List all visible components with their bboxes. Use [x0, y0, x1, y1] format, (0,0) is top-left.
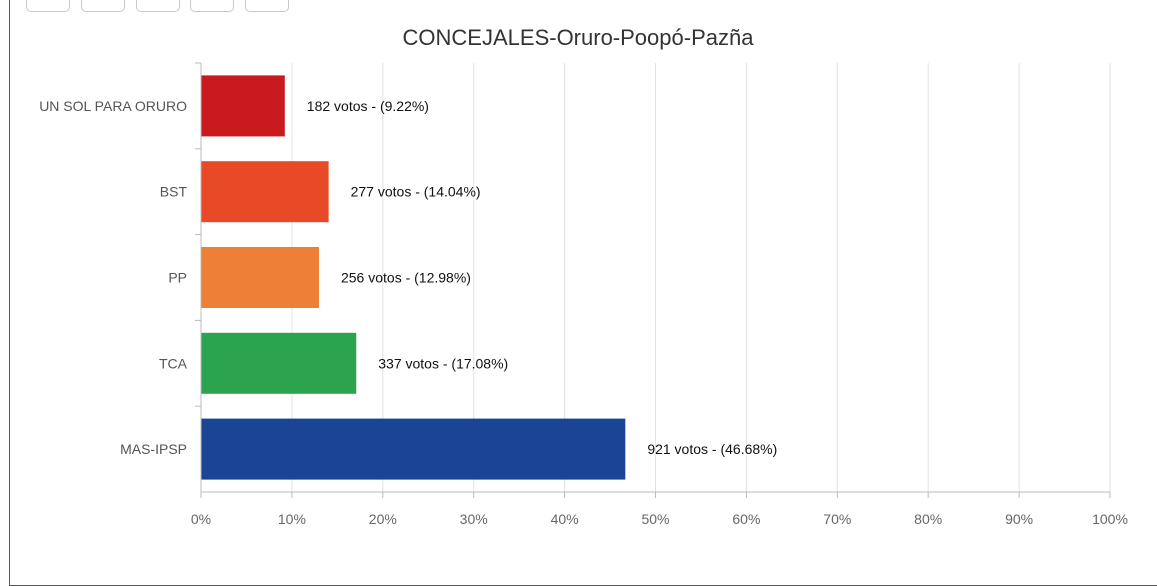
- x-tick-label: 90%: [1005, 511, 1033, 527]
- bars-group: [201, 75, 626, 480]
- data-label: 277 votos - (14.04%): [351, 184, 481, 200]
- x-tick-label: 0%: [191, 511, 211, 527]
- category-label: TCA: [159, 355, 188, 371]
- chart-title: CONCEJALES-Oruro-Poopó-Pazña: [403, 25, 755, 50]
- category-labels: UN SOL PARA ORURO BST PP TCA MAS-IPSP: [39, 98, 187, 457]
- data-label: 256 votos - (12.98%): [341, 270, 471, 286]
- tool-button-2[interactable]: [81, 0, 125, 12]
- x-tick-label: 30%: [460, 511, 488, 527]
- x-tick-label: 100%: [1092, 511, 1128, 527]
- bar-tca[interactable]: [201, 332, 357, 394]
- tool-button-1[interactable]: [26, 0, 70, 12]
- category-label: PP: [168, 270, 187, 286]
- bar-un-sol-para-oruro[interactable]: [201, 75, 285, 137]
- x-tick-label: 80%: [914, 511, 942, 527]
- bar-chart: CONCEJALES-Oruro-Poopó-Pazña UN SOL PARA…: [39, 25, 1128, 527]
- x-tick-label: 60%: [732, 511, 760, 527]
- data-label: 921 votos - (46.68%): [647, 441, 777, 457]
- tool-button-5[interactable]: [245, 0, 289, 12]
- x-tick-label: 10%: [278, 511, 306, 527]
- bar-pp[interactable]: [201, 247, 319, 308]
- tool-button-4[interactable]: [190, 0, 234, 12]
- x-tick-label: 20%: [369, 511, 397, 527]
- data-labels: 182 votos - (9.22%) 277 votos - (14.04%) 2…: [307, 98, 777, 457]
- axes: [195, 62, 1110, 493]
- x-tick-label: 40%: [551, 511, 579, 527]
- category-label: BST: [160, 184, 188, 200]
- category-label: MAS-IPSP: [120, 441, 187, 457]
- x-tick-label: 70%: [823, 511, 851, 527]
- bar-mas-ipsp[interactable]: [201, 418, 626, 480]
- tool-button-3[interactable]: [136, 0, 180, 12]
- data-label: 337 votos - (17.08%): [378, 355, 508, 371]
- data-label: 182 votos - (9.22%): [307, 98, 429, 114]
- category-label: UN SOL PARA ORURO: [39, 98, 187, 114]
- x-axis-ticks: 0% 10% 20% 30% 40% 50% 60% 70% 80% 90% 100%: [191, 492, 1128, 527]
- x-tick-label: 50%: [641, 511, 669, 527]
- bar-bst[interactable]: [201, 161, 329, 223]
